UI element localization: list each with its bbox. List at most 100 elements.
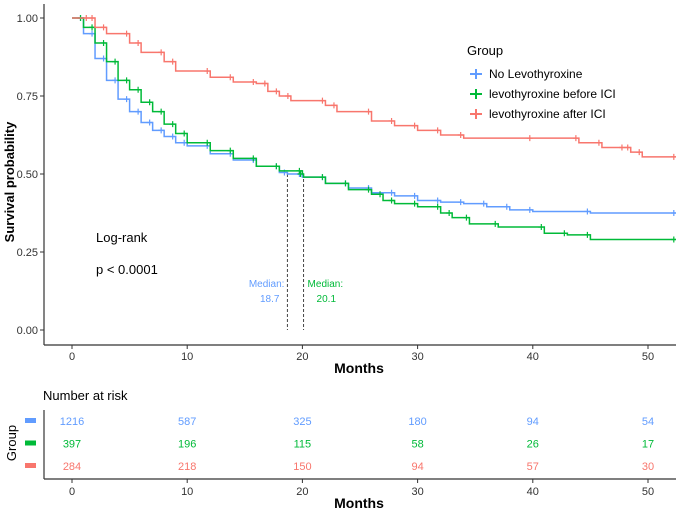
censor-mark [100, 39, 107, 46]
y-tick-label: 0.75 [17, 91, 38, 103]
risk-x-tick-label: 40 [527, 486, 539, 498]
y-tick-label: 0.00 [17, 325, 38, 337]
risk-table-title: Number at risk [43, 388, 128, 403]
risk-count: 150 [293, 461, 311, 473]
censor-mark [411, 122, 418, 129]
risk-row-key [25, 418, 36, 423]
censor-mark [584, 231, 591, 238]
censor-mark [342, 180, 349, 187]
censor-mark [388, 117, 395, 124]
risk-count: 58 [411, 439, 423, 451]
censor-mark [158, 127, 165, 134]
censor-mark [158, 49, 165, 56]
median-label: Median: [308, 279, 344, 290]
censor-mark [158, 108, 165, 115]
risk-count: 94 [411, 461, 423, 473]
censor-mark [135, 86, 142, 93]
censor-mark [330, 102, 337, 109]
censor-mark [297, 171, 304, 177]
censor-mark [123, 30, 130, 37]
logrank-label: Log-rank [96, 230, 148, 245]
censor-mark [273, 163, 280, 170]
censor-mark [123, 96, 130, 103]
risk-x-tick-label: 20 [296, 486, 308, 498]
censor-mark [169, 121, 176, 128]
y-tick-label: 0.25 [17, 247, 38, 259]
censor-mark [112, 58, 119, 65]
legend-label: levothyroxine after ICI [489, 107, 606, 121]
y-tick-label: 0.50 [17, 169, 38, 181]
y-tick-label: 1.00 [17, 13, 38, 25]
censor-mark [100, 55, 107, 62]
risk-count: 54 [642, 416, 654, 428]
censor-mark [83, 15, 90, 21]
risk-x-tick-label: 0 [69, 486, 75, 498]
censor-mark [296, 167, 303, 174]
x-tick-label: 50 [642, 351, 654, 363]
legend-key [470, 69, 482, 79]
legend-key [470, 89, 482, 99]
legend-label: levothyroxine before ICI [489, 87, 616, 101]
censor-mark [636, 149, 643, 156]
x-tick-label: 0 [69, 351, 75, 363]
risk-x-tick-label: 30 [411, 486, 423, 498]
median-label: Median: [249, 279, 285, 290]
censor-mark [434, 203, 441, 210]
survival-curve-2 [72, 17, 676, 158]
censor-mark [670, 153, 676, 160]
censor-mark [261, 80, 268, 87]
censor-mark [670, 210, 676, 216]
censor-mark [595, 139, 602, 146]
x-tick-label: 10 [181, 351, 193, 363]
risk-count: 196 [178, 439, 196, 451]
risk-count: 218 [178, 461, 196, 473]
censor-mark [492, 220, 499, 227]
censor-mark [250, 78, 257, 85]
censor-mark [411, 200, 418, 207]
censor-mark [538, 224, 545, 231]
censor-mark [365, 186, 372, 193]
censor-mark [480, 200, 487, 207]
censor-mark [463, 214, 470, 221]
legend-title: Group [467, 43, 503, 58]
censor-mark [89, 30, 96, 37]
censor-mark [434, 197, 441, 204]
median-value: 20.1 [317, 294, 337, 305]
censor-mark [624, 144, 631, 151]
censor-mark [123, 77, 130, 84]
censor-mark [377, 191, 384, 198]
risk-count: 26 [527, 439, 539, 451]
censor-mark [112, 77, 119, 84]
censor-mark [584, 208, 591, 215]
censor-mark [572, 135, 579, 142]
censor-mark [670, 236, 676, 243]
censor-mark [204, 139, 211, 146]
risk-count: 94 [527, 416, 539, 428]
risk-x-tick-label: 50 [642, 486, 654, 498]
censor-mark [319, 174, 326, 181]
censor-mark [526, 206, 533, 213]
censor-mark [146, 99, 153, 106]
censor-mark [457, 132, 464, 138]
risk-y-label: Group [4, 425, 19, 461]
censor-mark [100, 24, 107, 31]
censor-mark [250, 155, 257, 162]
censor-mark [457, 199, 464, 206]
censor-mark [446, 210, 453, 216]
x-tick-label: 20 [296, 351, 308, 363]
censor-mark [618, 144, 625, 151]
risk-count: 57 [527, 461, 539, 473]
censor-mark [89, 15, 96, 21]
censor-mark [388, 189, 395, 196]
censor-mark [181, 130, 188, 137]
risk-count: 587 [178, 416, 196, 428]
censor-mark [434, 127, 441, 134]
risk-row-key [25, 463, 36, 468]
legend-label: No Levothyroxine [489, 67, 583, 81]
censor-mark [526, 135, 533, 142]
censor-mark [388, 197, 395, 204]
p-value: p < 0.0001 [96, 262, 158, 277]
risk-count: 284 [63, 461, 81, 473]
x-axis-label: Months [334, 360, 384, 376]
